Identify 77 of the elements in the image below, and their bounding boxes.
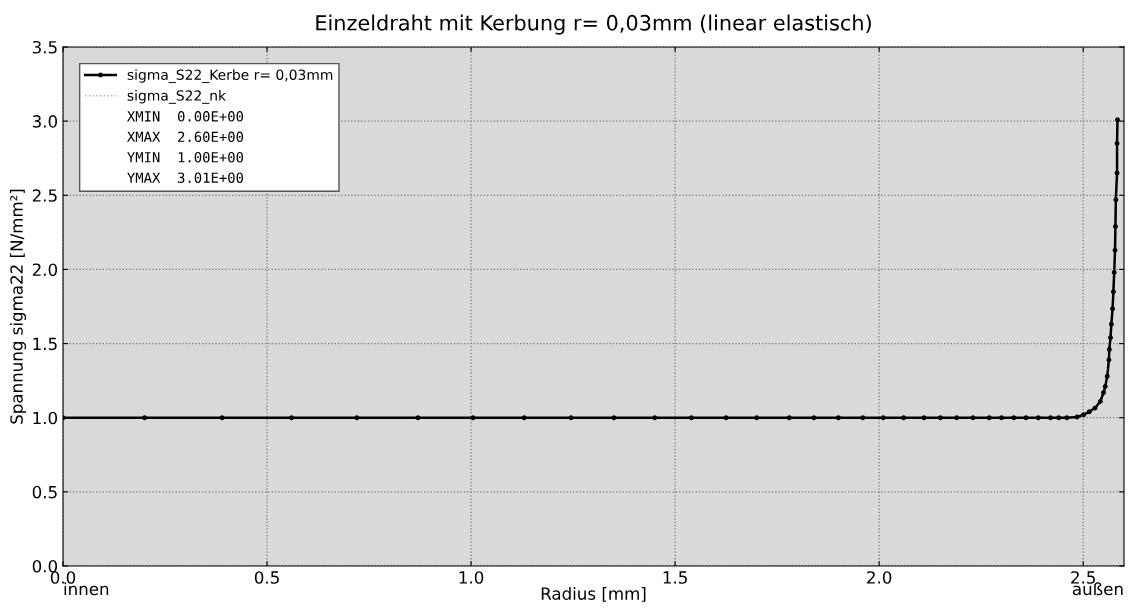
y-tick-label: 1.0 xyxy=(33,411,58,425)
point xyxy=(1086,409,1092,415)
point xyxy=(1110,306,1116,312)
point xyxy=(289,415,294,421)
point xyxy=(970,415,976,421)
point xyxy=(1114,170,1120,176)
point xyxy=(1102,384,1108,390)
y-tick-label: 0.0 xyxy=(32,559,58,573)
x-tick-label: 2.0 xyxy=(867,571,892,584)
chart-title: Einzeldraht mit Kerbung r= 0,03mm (linear elastisch) xyxy=(316,14,871,35)
y-tick-label: 2.0 xyxy=(32,263,58,276)
y-axis-title: Spannung sigma22 [N/mm²] xyxy=(9,189,27,424)
x-tick-label: 0.5 xyxy=(254,571,279,584)
x-axis-title: Radius [mm] xyxy=(541,586,646,602)
x-tick-label: 1.0 xyxy=(459,571,484,584)
point xyxy=(1110,289,1116,295)
annotation: YMIN 1.00E+00 xyxy=(127,152,244,163)
y-tick-label: 3.5 xyxy=(32,40,57,54)
point xyxy=(986,415,992,421)
point xyxy=(568,415,574,421)
point xyxy=(1104,373,1110,379)
point xyxy=(1101,390,1107,395)
point xyxy=(1011,415,1017,421)
point xyxy=(880,415,886,421)
x-tick-label: 0.0 xyxy=(50,571,76,584)
text: außen xyxy=(1072,582,1123,596)
point xyxy=(1108,321,1114,327)
y-tick-label: 0.5 xyxy=(32,485,57,499)
point xyxy=(470,415,476,421)
y-tick-label: 3.0 xyxy=(32,115,58,128)
point xyxy=(219,415,225,421)
point xyxy=(723,415,729,421)
point xyxy=(1112,247,1118,253)
legend-label: sigma_S22_nk xyxy=(127,89,227,104)
point xyxy=(999,415,1005,421)
point xyxy=(954,415,960,421)
annotation: YMAX 3.01E+00 xyxy=(127,172,244,183)
point xyxy=(1023,415,1029,421)
point xyxy=(1081,412,1087,418)
x-tick-label: 2.5 xyxy=(1071,571,1095,584)
point xyxy=(1106,347,1112,352)
point xyxy=(937,415,943,421)
point xyxy=(611,415,617,421)
point xyxy=(811,415,817,421)
point xyxy=(1111,269,1117,275)
point xyxy=(1113,197,1119,203)
point xyxy=(1097,398,1103,404)
point xyxy=(901,415,907,421)
point xyxy=(754,415,760,421)
point xyxy=(835,415,841,421)
point xyxy=(1114,140,1120,146)
point xyxy=(354,415,360,421)
y-tick-label: 1.5 xyxy=(33,337,57,351)
point xyxy=(1074,414,1080,420)
point xyxy=(1092,405,1098,411)
point xyxy=(652,415,658,421)
point xyxy=(142,415,148,421)
annotation: XMAX 2.60E+00 xyxy=(127,131,244,143)
annotation: XMIN 0.00E+00 xyxy=(127,111,244,122)
point xyxy=(860,415,866,421)
point xyxy=(1112,223,1118,229)
point xyxy=(415,415,421,421)
point xyxy=(1064,415,1070,421)
text: innen xyxy=(64,582,109,596)
point xyxy=(921,415,927,421)
point xyxy=(521,415,527,421)
point xyxy=(1115,117,1120,123)
point xyxy=(1048,415,1053,421)
y-tick-label: 2.5 xyxy=(32,189,57,202)
point xyxy=(1035,415,1041,421)
x-tick-label: 1.5 xyxy=(663,571,687,584)
point xyxy=(1106,357,1112,363)
point xyxy=(786,415,792,421)
legend-label: sigma_S22_Kerbe r= 0,03mm xyxy=(127,69,333,84)
point xyxy=(689,415,694,421)
point xyxy=(1056,415,1062,421)
point xyxy=(1108,335,1113,341)
